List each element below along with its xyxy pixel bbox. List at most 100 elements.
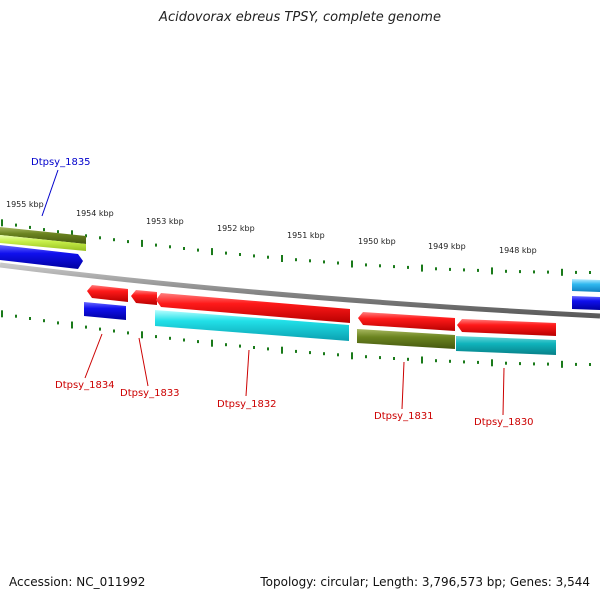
gene-arrow-dtpsy-1831 (358, 312, 455, 331)
outer-minor-tick (197, 248, 199, 252)
gene-arrow-dtpsy-1835 (0, 245, 83, 269)
outer-major-tick (141, 239, 143, 247)
outer-minor-tick (43, 228, 45, 232)
outer-minor-tick (533, 270, 535, 274)
inner-minor-tick (547, 362, 549, 366)
outer-minor-tick (57, 230, 59, 234)
inner-minor-tick (155, 335, 157, 339)
outer-minor-tick (99, 236, 101, 240)
outer-minor-tick (435, 267, 437, 271)
inner-major-tick (491, 359, 493, 367)
outer-minor-tick (15, 223, 17, 227)
outer-minor-tick (127, 240, 129, 244)
kbp-scale-labels: 1955 kbp 1954 kbp 1953 kbp 1952 kbp 1951… (6, 200, 537, 255)
gene-arrow-dtpsy-1832 (156, 293, 350, 323)
inner-minor-tick (99, 327, 101, 331)
outer-major-tick (71, 230, 73, 238)
gene-label-dtpsy-1830: Dtpsy_1830 (474, 417, 534, 428)
forward-strand-features (0, 227, 600, 310)
kbp-label-1954: 1954 kbp (76, 209, 114, 218)
outer-minor-tick (183, 247, 185, 250)
gene-labels: Dtpsy_1835 Dtpsy_1834 Dtpsy_1833 Dtpsy_1… (31, 157, 534, 428)
outer-minor-tick (407, 265, 409, 269)
kbp-label-1948: 1948 kbp (499, 246, 537, 255)
inner-minor-tick (225, 343, 227, 347)
kbp-label-1952: 1952 kbp (217, 224, 255, 233)
inner-minor-tick (589, 363, 591, 366)
outer-minor-tick (463, 268, 465, 272)
outer-minor-tick (295, 258, 297, 262)
outer-major-tick (351, 260, 353, 268)
outer-minor-tick (477, 268, 479, 272)
gene-arrow-dtpsy-1833 (131, 290, 157, 305)
outer-minor-tick (449, 267, 451, 271)
outer-minor-tick (337, 261, 339, 265)
inner-minor-tick (393, 357, 395, 360)
gene-arrow-dtpsy-1834-red (87, 285, 128, 302)
inner-minor-tick (169, 336, 171, 340)
outer-minor-tick (393, 265, 395, 269)
genome-stats-text: Topology: circular; Length: 3,796,573 bp… (260, 575, 590, 589)
gene-label-dtpsy-1835: Dtpsy_1835 (31, 157, 91, 168)
inner-major-tick (561, 360, 563, 368)
outer-minor-tick (155, 243, 157, 247)
outer-minor-tick (29, 225, 31, 229)
outer-minor-tick (267, 255, 269, 259)
feature-cyan-1832 (155, 310, 349, 341)
outer-minor-tick (379, 264, 381, 268)
inner-major-tick (421, 356, 423, 364)
outer-major-tick (491, 267, 493, 275)
leader-dtpsy-1833 (138, 337, 149, 387)
inner-minor-tick (43, 319, 45, 323)
inner-minor-tick (113, 329, 115, 333)
inner-minor-tick (575, 362, 577, 366)
gene-label-leaders (41, 169, 505, 416)
feature-blue-right-edge (572, 296, 600, 310)
inner-minor-tick (449, 359, 451, 363)
map-title: Acidovorax ebreus TPSY, complete genome (159, 10, 441, 25)
outer-minor-tick (113, 238, 115, 242)
inner-minor-tick (85, 325, 87, 329)
gene-label-dtpsy-1834: Dtpsy_1834 (55, 380, 115, 391)
inner-minor-tick (295, 349, 297, 353)
leader-dtpsy-1832 (245, 349, 250, 397)
inner-minor-tick (519, 362, 521, 366)
inner-minor-tick (477, 360, 479, 364)
leader-dtpsy-1834 (84, 333, 103, 379)
outer-minor-tick (575, 270, 577, 274)
gene-arrow-dtpsy-1830 (457, 319, 556, 336)
inner-minor-tick (253, 346, 255, 349)
leader-dtpsy-1831 (401, 361, 405, 410)
inner-minor-tick (239, 344, 241, 348)
feature-olive-upper-left (0, 227, 86, 244)
inner-minor-tick (127, 331, 129, 335)
inner-minor-tick (463, 360, 465, 364)
inner-minor-tick (267, 347, 269, 351)
outer-minor-tick (323, 260, 325, 264)
inner-minor-tick (323, 352, 325, 356)
inner-minor-tick (15, 314, 17, 318)
kbp-label-1949: 1949 kbp (428, 242, 466, 251)
inner-minor-tick (407, 357, 409, 361)
feature-lime-upper-left (0, 235, 86, 251)
genome-backbone (0, 262, 600, 319)
inner-minor-tick (183, 338, 185, 342)
reverse-strand-features (84, 285, 556, 355)
outer-minor-tick (253, 254, 255, 258)
outer-minor-tick (169, 245, 171, 249)
outer-minor-tick (589, 271, 591, 274)
kbp-label-1953: 1953 kbp (146, 217, 184, 226)
inner-minor-tick (57, 321, 59, 325)
gene-label-dtpsy-1831: Dtpsy_1831 (374, 411, 434, 422)
outer-minor-tick (225, 251, 227, 255)
inner-major-tick (211, 339, 213, 347)
feature-sky-right-edge (572, 279, 600, 292)
kbp-label-1950: 1950 kbp (358, 237, 396, 246)
gene-arrow-dtpsy-1834 (84, 302, 126, 320)
inner-minor-tick (435, 359, 437, 363)
outer-tick-marks (1, 219, 591, 276)
leader-dtpsy-1835 (41, 169, 59, 217)
outer-major-tick (281, 255, 283, 262)
